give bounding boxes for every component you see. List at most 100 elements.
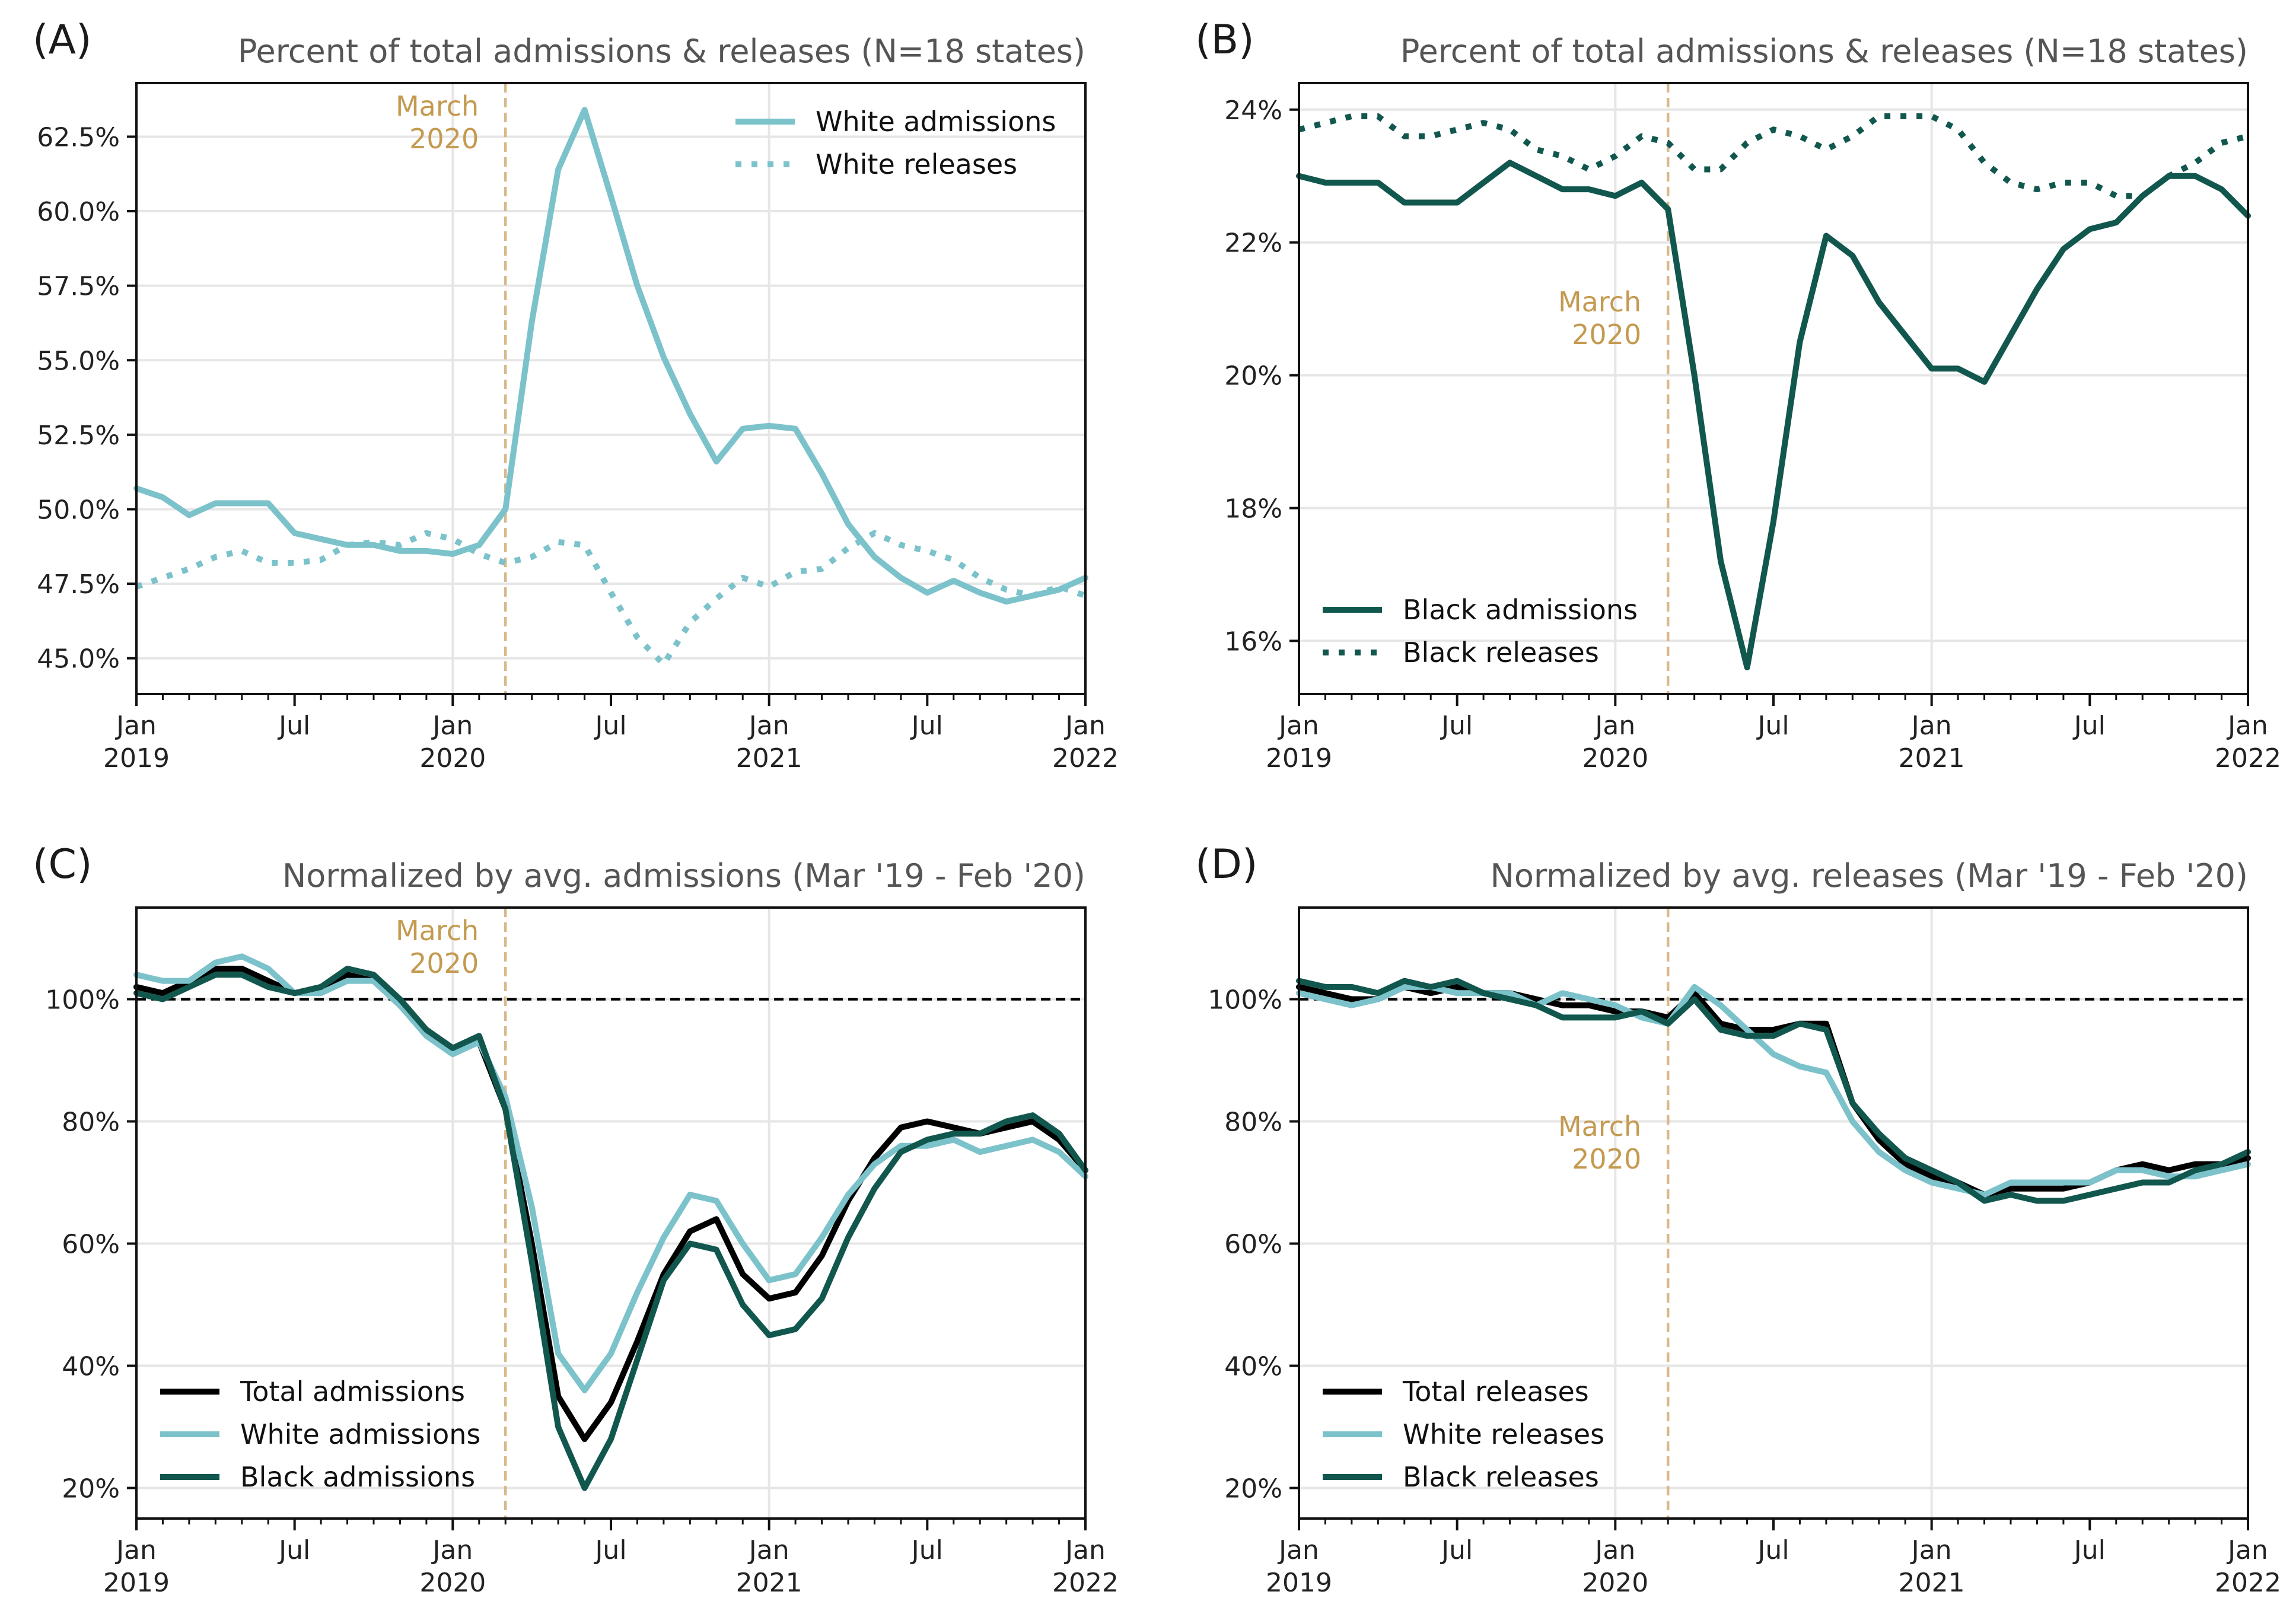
y-tick-label: 60.0% [37, 197, 120, 227]
x-tick-label: Jul [593, 1535, 626, 1565]
x-tick-year-label: 2020 [419, 1568, 486, 1598]
legend-label: White releases [1403, 1418, 1604, 1450]
x-tick-label: Jan [431, 711, 473, 741]
series-line-white-releases [135, 530, 1087, 667]
legend: White admissions White releases [735, 106, 1056, 180]
legend-label: Black releases [1403, 1461, 1599, 1493]
x-tick-label: Jul [2072, 1535, 2106, 1565]
x-tick-year-label: 2020 [1582, 1568, 1648, 1598]
legend: Total releases White releases Black releas… [1323, 1376, 1604, 1493]
y-tick-label: 60% [1224, 1230, 1282, 1260]
panel-b: (B) Percent of total admissions & release… [1195, 17, 2281, 774]
x-tick-label: Jul [277, 711, 310, 741]
x-tick-label: Jul [1756, 1535, 1789, 1565]
x-tick-label: Jul [2072, 711, 2106, 741]
chart-title: Normalized by avg. admissions (Mar '19 -… [282, 857, 1085, 895]
march-label: March [1558, 1110, 1641, 1142]
y-tick-label: 20% [1224, 1474, 1282, 1504]
x-tick-label: Jan [114, 1535, 157, 1565]
x-tick-year-label: 2021 [736, 743, 803, 774]
legend-label: Total admissions [240, 1376, 465, 1408]
y-tick-label: 24% [1224, 96, 1282, 126]
x-tick-year-label: 2021 [736, 1568, 803, 1598]
legend-label: White releases [816, 148, 1017, 180]
y-tick-label: 50.0% [37, 495, 120, 525]
x-tick-year-label: 2022 [1052, 1568, 1119, 1598]
y-tick-label: 47.5% [37, 569, 120, 600]
legend: Black admissions Black releases [1323, 594, 1638, 669]
x-tick-label: Jan [1063, 711, 1106, 741]
series-line-white-releases [1296, 983, 2251, 1198]
x-tick-year-label: 2021 [1899, 743, 1965, 774]
x-tick-year-label: 2021 [1899, 1568, 1965, 1598]
march-year-label: 2020 [1572, 1143, 1641, 1175]
x-tick-label: Jan [1063, 1535, 1106, 1565]
x-tick-label: Jul [1440, 711, 1473, 741]
march-label: March [396, 915, 479, 947]
march-label: March [1558, 286, 1641, 318]
x-tick-label: Jul [277, 1535, 310, 1565]
y-tick-label: 52.5% [37, 421, 120, 451]
x-tick-label: Jan [431, 1535, 473, 1565]
x-tick-label: Jul [1440, 1535, 1473, 1565]
panel-letter: (C) [33, 841, 93, 888]
legend: Total admissions White admissions Black ad… [160, 1376, 480, 1493]
x-tick-label: Jan [1910, 1535, 1952, 1565]
x-tick-year-label: 2019 [1266, 1568, 1332, 1598]
x-tick-year-label: 2022 [2215, 1568, 2281, 1598]
series-line-total-admissions [133, 966, 1088, 1443]
x-tick-label: Jan [1277, 1535, 1319, 1565]
y-tick-label: 20% [62, 1474, 120, 1504]
x-tick-label: Jan [1593, 711, 1635, 741]
series-line-black-admissions [1296, 160, 2251, 671]
y-tick-label: 57.5% [37, 272, 120, 302]
legend-label: Black admissions [240, 1461, 475, 1493]
x-tick-label: Jul [910, 711, 943, 741]
x-tick-year-label: 2019 [103, 743, 170, 774]
x-tick-label: Jan [747, 1535, 789, 1565]
series-line-black-releases [1296, 978, 2251, 1204]
x-tick-year-label: 2022 [2215, 743, 2281, 774]
legend-label: White admissions [816, 106, 1056, 138]
march-year-label: 2020 [1572, 319, 1641, 351]
x-tick-year-label: 2020 [1582, 743, 1648, 774]
x-tick-label: Jul [910, 1535, 943, 1565]
march-year-label: 2020 [409, 123, 479, 155]
panel-a: (A) Percent of total admissions & release… [33, 17, 1119, 774]
series-line-black-admissions [133, 966, 1088, 1491]
panel-d: (D) Normalized by avg. releases (Mar '19 … [1195, 841, 2281, 1598]
y-tick-label: 40% [1224, 1352, 1282, 1382]
y-tick-label: 80% [1224, 1107, 1282, 1138]
x-tick-label: Jan [2226, 1535, 2268, 1565]
y-tick-label: 45.0% [37, 644, 120, 674]
series-line-white-admissions [133, 953, 1088, 1393]
x-tick-year-label: 2022 [1052, 743, 1119, 774]
y-tick-label: 100% [45, 985, 120, 1016]
march-year-label: 2020 [409, 947, 479, 979]
y-tick-label: 18% [1224, 494, 1282, 524]
y-tick-label: 20% [1224, 361, 1282, 391]
legend-label: White admissions [240, 1418, 480, 1450]
y-tick-label: 60% [62, 1230, 120, 1260]
x-tick-year-label: 2020 [419, 743, 486, 774]
series-line-total-releases [1296, 983, 2251, 1198]
x-tick-label: Jul [593, 711, 626, 741]
y-tick-label: 100% [1208, 985, 1282, 1016]
x-tick-label: Jan [114, 711, 157, 741]
legend-label: Total releases [1402, 1376, 1589, 1408]
x-tick-year-label: 2019 [103, 1568, 170, 1598]
x-tick-label: Jan [1593, 1535, 1635, 1565]
x-tick-label: Jan [1910, 711, 1952, 741]
chart-title: Percent of total admissions & releases (… [238, 33, 1085, 70]
x-tick-label: Jan [2226, 711, 2268, 741]
legend-label: Black releases [1403, 636, 1599, 669]
x-tick-label: Jan [747, 711, 789, 741]
y-tick-label: 16% [1224, 626, 1282, 657]
panel-letter: (B) [1195, 17, 1254, 63]
y-tick-label: 55.0% [37, 346, 120, 376]
series-line-white-admissions [133, 107, 1088, 605]
y-tick-label: 40% [62, 1352, 120, 1382]
panel-c: (C) Normalized by avg. admissions (Mar '1… [33, 841, 1119, 1598]
y-tick-label: 80% [62, 1107, 120, 1138]
